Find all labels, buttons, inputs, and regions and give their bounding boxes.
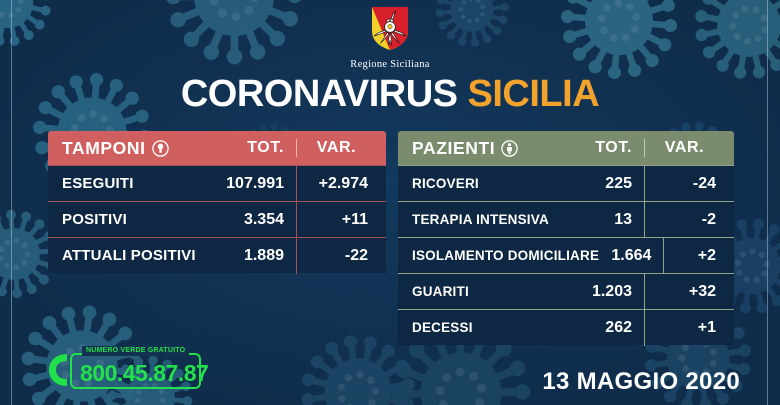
region-logo-label: Regione Siciliana	[350, 59, 430, 70]
row-total: 107.991	[226, 174, 284, 192]
tamponi-title: TAMPONI	[62, 137, 146, 158]
row-variation: -22	[296, 237, 376, 274]
virus-particle-icon	[432, 0, 512, 50]
row-total: 225	[605, 174, 632, 192]
virus-particle-icon	[104, 352, 196, 405]
table-row: RICOVERI 225 -24	[398, 165, 734, 202]
row-total: 1.889	[243, 246, 284, 264]
virus-particle-icon	[690, 0, 780, 84]
right-border-line	[767, 0, 768, 405]
left-border-line	[11, 0, 12, 405]
tamponi-table-header: TAMPONI TOT. VAR.	[48, 131, 386, 165]
phone-icon	[46, 351, 72, 394]
row-variation: +1	[644, 309, 724, 346]
pazienti-col-tot: TOT.	[595, 139, 632, 156]
table-row: DECESSI 262 +1	[398, 309, 734, 346]
table-row: GUARITI 1.203 +32	[398, 273, 734, 310]
row-label: POSITIVI	[62, 211, 127, 228]
virus-particle-icon	[556, 0, 682, 84]
pazienti-col-var: VAR.	[644, 139, 724, 157]
row-variation: +32	[644, 273, 724, 310]
tamponi-col-var: VAR.	[296, 139, 376, 157]
row-variation: -24	[644, 165, 724, 202]
table-row: TERAPIA INTENSIVA 13 -2	[398, 201, 734, 238]
row-label: GUARITI	[412, 284, 469, 299]
hotline-label: NUMERO VERDE GRATUITO	[82, 346, 190, 356]
tamponi-col-tot: TOT.	[247, 139, 284, 156]
table-row: POSITIVI 3.354 +11	[48, 201, 386, 238]
pazienti-table-header: PAZIENTI TOT. VAR.	[398, 131, 734, 165]
table-row: ISOLAMENTO DOMICILIARE 1.664 +2	[398, 237, 734, 274]
row-label: TERAPIA INTENSIVA	[412, 212, 549, 227]
row-label: ISOLAMENTO DOMICILIARE	[412, 248, 600, 263]
row-label: ATTUALI POSITIVI	[62, 247, 196, 264]
row-variation: +2	[663, 237, 724, 274]
row-label: ESEGUITI	[62, 175, 134, 192]
title-main: CORONAVIRUS	[180, 73, 458, 115]
patient-icon	[501, 139, 518, 157]
row-total: 3.354	[243, 210, 284, 228]
pazienti-header-title-group: PAZIENTI	[412, 138, 560, 159]
row-total: 13	[614, 210, 632, 228]
pazienti-title: PAZIENTI	[412, 137, 496, 158]
tamponi-table: TAMPONI TOT. VAR. ESEGUITI 107.991 +2.97…	[48, 131, 386, 274]
row-total: 262	[605, 318, 632, 336]
page-title: CORONAVIRUS SICILIA	[0, 75, 780, 113]
virus-particle-icon	[296, 330, 420, 405]
row-total: 1.203	[591, 282, 632, 300]
row-variation: -2	[644, 201, 724, 238]
row-variation: +11	[296, 201, 376, 238]
row-label: RICOVERI	[412, 176, 479, 191]
virus-particle-icon	[160, 0, 308, 70]
title-accent: SICILIA	[467, 73, 600, 115]
table-row: ESEGUITI 107.991 +2.974	[48, 165, 386, 202]
hotline-block: NUMERO VERDE GRATUITO 800.45.87.87	[44, 346, 209, 394]
virus-particle-icon	[0, 0, 55, 50]
row-total: 1.664	[611, 246, 652, 264]
row-variation: +2.974	[296, 165, 376, 202]
region-logo-block: Regione Siciliana	[0, 5, 780, 70]
swab-icon	[151, 139, 169, 157]
table-row: ATTUALI POSITIVI 1.889 -22	[48, 237, 386, 274]
report-date: 13 MAGGIO 2020	[542, 368, 740, 395]
row-label: DECESSI	[412, 320, 473, 335]
hotline-number[interactable]: 800.45.87.87	[80, 360, 209, 386]
sicily-coat-of-arms-icon	[370, 5, 410, 56]
pazienti-table: PAZIENTI TOT. VAR. RICOVERI 225 -24 TERA…	[398, 131, 734, 346]
tamponi-header-title-group: TAMPONI	[62, 138, 212, 159]
